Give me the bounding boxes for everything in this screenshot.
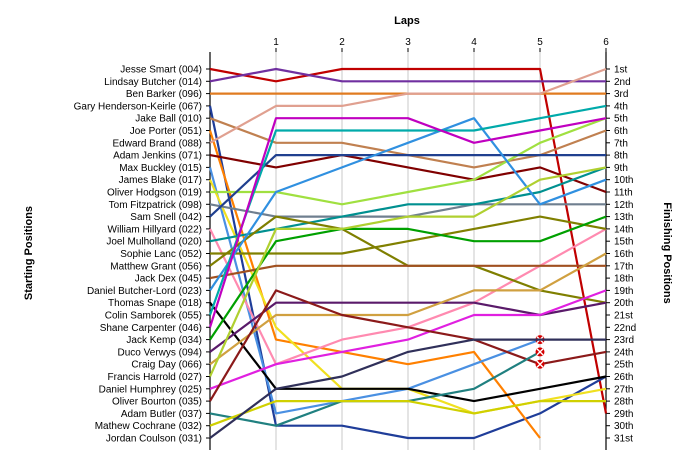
starting-position-label: Colin Samborek (055) [105, 311, 202, 322]
finishing-position-label: 31st [614, 434, 633, 445]
starting-position-label: Shane Carpenter (046) [100, 323, 202, 334]
x-tick-label: 2 [339, 37, 345, 48]
x-tick-label: 5 [537, 37, 543, 48]
starting-position-label: Sam Snell (042) [130, 212, 202, 223]
series-line [209, 67, 607, 144]
starting-position-label: Tom Fitzpatrick (098) [109, 200, 202, 211]
finishing-position-label: 1st [614, 65, 628, 76]
x-tick-label: 3 [405, 37, 411, 48]
starting-position-label: Jack Dex (045) [135, 274, 202, 285]
series-line [209, 289, 607, 390]
finishing-position-label: 24th [614, 347, 633, 358]
finishing-position-label: 23rd [614, 335, 634, 346]
finishing-position-label: 12th [614, 200, 633, 211]
finishing-position-label: 7th [614, 138, 628, 149]
y-axis-label-left: Starting Positions [23, 206, 35, 300]
series-line [209, 154, 606, 218]
series-line [208, 104, 607, 316]
series-line [209, 117, 607, 292]
starting-position-label: Mathew Cochrane (032) [95, 421, 202, 432]
starting-position-label: William Hillyard (022) [108, 224, 202, 235]
series-line [210, 215, 607, 255]
finishing-position-label: 29th [614, 409, 633, 420]
starting-position-label: Francis Harrold (027) [108, 372, 202, 383]
starting-position-label: Ben Barker (096) [126, 89, 202, 100]
starting-position-label: Joel Mulholland (020) [106, 237, 202, 248]
finishing-position-label: 25th [614, 360, 633, 371]
series-line [209, 264, 606, 280]
finishing-position-label: 17th [614, 261, 633, 272]
starting-position-label: Adam Butler (037) [121, 409, 202, 420]
series-line [208, 117, 607, 328]
x-tick-label: 6 [603, 37, 609, 48]
retirement-marker-cross [536, 348, 544, 356]
starting-position-label: Jake Ball (010) [135, 114, 202, 125]
starting-position-label: Lindsay Butcher (014) [104, 77, 202, 88]
finishing-position-label: 15th [614, 237, 633, 248]
series-line [209, 252, 607, 366]
series-line [209, 154, 607, 194]
series-line [209, 67, 606, 83]
starting-position-label: Oliver Hodgson (019) [107, 188, 202, 199]
chart-title: Laps [394, 15, 420, 27]
starting-position-label: Joe Porter (051) [130, 126, 202, 137]
retirement-marker-cross [536, 360, 544, 368]
finishing-position-label: 13th [614, 212, 633, 223]
starting-position-label: Thomas Snape (018) [108, 298, 202, 309]
starting-position-label: Jordan Coulson (031) [106, 434, 202, 445]
series-line [209, 215, 607, 341]
starting-position-label: Duco Verwys (094) [118, 347, 202, 358]
finishing-position-label: 3rd [614, 89, 628, 100]
series-line [209, 400, 606, 427]
finishing-position-label: 11th [614, 188, 633, 199]
series-line [208, 167, 541, 415]
finishing-position-label: 22nd [614, 323, 636, 334]
finishing-position-label: 16th [614, 249, 633, 260]
finishing-position-label: 19th [614, 286, 633, 297]
x-tick-label: 1 [273, 37, 279, 48]
finishing-position-label: 27th [614, 384, 633, 395]
finishing-position-label: 21st [614, 311, 633, 322]
finishing-position-label: 10th [614, 175, 633, 186]
starting-position-label: Max Buckley (015) [119, 163, 202, 174]
starting-position-label: Edward Brand (088) [113, 138, 203, 149]
finishing-position-label: 20th [614, 298, 633, 309]
series-line [208, 166, 607, 377]
finishing-position-label: 5th [614, 114, 628, 125]
starting-position-label: James Blake (017) [119, 175, 202, 186]
finishing-position-label: 2nd [614, 77, 631, 88]
starting-position-label: Gary Henderson-Keirle (067) [74, 101, 202, 112]
starting-position-label: Matthew Grant (056) [110, 261, 202, 272]
starting-position-label: Craig Day (066) [131, 360, 202, 371]
starting-position-label: Daniel Butcher-Lord (023) [87, 286, 202, 297]
finishing-position-label: 6th [614, 126, 628, 137]
series-line [209, 67, 608, 414]
finishing-position-label: 30th [614, 421, 633, 432]
finishing-position-label: 26th [614, 372, 633, 383]
starting-position-label: Daniel Humphrey (025) [99, 384, 202, 395]
series-line [209, 338, 606, 439]
starting-position-label: Jesse Smart (004) [120, 65, 202, 76]
y-axis-label-right: Finishing Positions [661, 202, 673, 303]
finishing-position-label: 14th [614, 224, 633, 235]
finishing-position-label: 28th [614, 397, 633, 408]
finishing-position-label: 18th [614, 274, 633, 285]
starting-position-label: Jack Kemp (034) [126, 335, 202, 346]
finishing-position-label: 8th [614, 151, 628, 162]
starting-position-label: Oliver Bourton (035) [112, 397, 202, 408]
finishing-position-label: 4th [614, 101, 628, 112]
finishing-position-label: 9th [614, 163, 628, 174]
starting-position-label: Sophie Lanc (052) [120, 249, 202, 260]
starting-position-label: Adam Jenkins (071) [113, 151, 202, 162]
x-tick-label: 4 [471, 37, 477, 48]
